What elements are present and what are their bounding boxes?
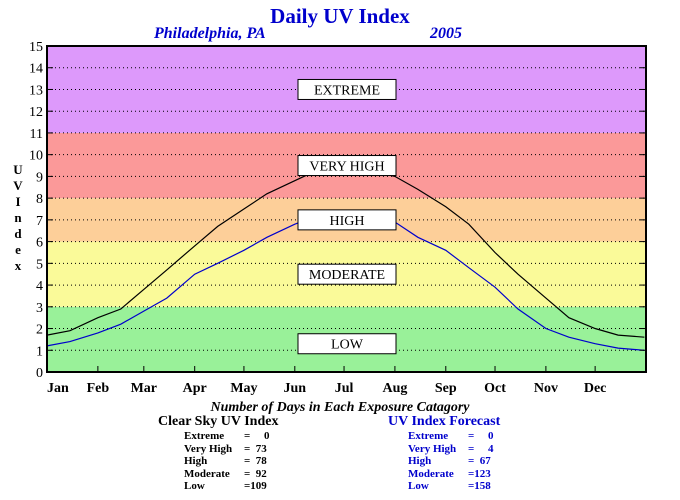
- y-axis-label-char: U: [13, 162, 23, 177]
- stat-label: Low: [408, 480, 429, 492]
- chart-year: 2005: [430, 25, 462, 42]
- x-tick-label: Oct: [484, 381, 506, 396]
- x-tick-label: Dec: [584, 381, 607, 396]
- chart-location: Philadelphia, PA: [154, 25, 266, 42]
- stat-label: Very High: [184, 442, 233, 455]
- band-label-box: [297, 263, 397, 285]
- stat-label: Extreme: [184, 430, 225, 442]
- stat-value: =158: [468, 480, 491, 492]
- y-tick-label: 13: [29, 83, 43, 98]
- band-label-high: HIGH: [330, 214, 365, 229]
- stat-label: Very High: [408, 442, 457, 455]
- y-tick-label: 6: [36, 236, 43, 251]
- y-tick-label: 11: [30, 127, 43, 142]
- stat-label: Extreme: [408, 430, 449, 442]
- y-tick-label: 1: [36, 344, 43, 359]
- band-label-moderate: MODERATE: [309, 268, 385, 283]
- y-tick-label: 4: [36, 279, 43, 294]
- band-label-box: [297, 78, 397, 100]
- y-axis-label-char: e: [15, 242, 21, 257]
- x-axis-ticks: Jan Feb Mar Apr May Jun Jul Aug Sep Oct Nov Dec: [46, 366, 607, 396]
- x-tick-label: Feb: [87, 381, 110, 396]
- stat-value: = 4: [468, 442, 494, 455]
- y-tick-label: 7: [36, 214, 43, 229]
- plot-frame: [46, 45, 647, 373]
- stat-value: = 73: [244, 442, 267, 455]
- stat-label: Moderate: [184, 467, 230, 480]
- x-tick-label: Sep: [435, 381, 457, 396]
- x-tick-label: Jul: [335, 381, 354, 396]
- y-tick-label: 2: [36, 323, 43, 338]
- summary-title: Number of Days in Each Exposure Catagory: [210, 400, 470, 415]
- band-label-box: [297, 155, 397, 177]
- y-axis-label-char: V: [13, 178, 23, 193]
- y-tick-label: 14: [29, 62, 43, 77]
- y-tick-label: 0: [36, 366, 43, 381]
- y-tick-label: 12: [29, 105, 43, 120]
- clear-sky-heading: Clear Sky UV Index: [158, 414, 279, 429]
- y-tick-label: 8: [36, 192, 43, 207]
- x-tick-label: Nov: [534, 381, 558, 396]
- band-label-extreme: EXTREME: [314, 83, 380, 98]
- y-tick-label: 3: [36, 301, 43, 316]
- band-labels: EXTREME VERY HIGH HIGH MODERATE LOW: [297, 78, 397, 355]
- x-tick-label: Mar: [131, 381, 157, 396]
- x-tick-label: May: [230, 381, 257, 396]
- stat-value: =109: [244, 480, 267, 492]
- stat-value: = 0: [244, 430, 270, 442]
- stat-value: = 92: [244, 467, 267, 480]
- y-axis-label-char: d: [14, 226, 22, 241]
- stat-label: High: [184, 455, 208, 467]
- x-tick-label: Jan: [47, 381, 69, 396]
- stat-value: =123: [468, 467, 491, 480]
- y-axis-label-char: x: [14, 258, 22, 273]
- x-tick-label: Apr: [183, 381, 207, 396]
- y-tick-label: 15: [29, 40, 43, 55]
- y-axis-label-char: I: [15, 194, 21, 209]
- y-axis-label-char: n: [14, 210, 22, 225]
- x-tick-label: Jun: [284, 381, 307, 396]
- stat-label: Moderate: [408, 467, 454, 480]
- x-tick-label: Aug: [382, 381, 407, 396]
- band-label-box: [297, 333, 397, 355]
- band-label-low: LOW: [331, 338, 364, 353]
- chart-title: Daily UV Index: [270, 4, 410, 28]
- y-tick-label: 5: [36, 257, 43, 272]
- stat-label: Low: [184, 480, 205, 492]
- y-tick-label: 10: [29, 149, 43, 164]
- stat-value: = 0: [468, 430, 494, 442]
- band-label-box: [297, 209, 397, 231]
- y-tick-label: 9: [36, 170, 43, 185]
- stat-label: High: [408, 455, 432, 467]
- forecast-heading: UV Index Forecast: [388, 414, 501, 429]
- stat-value: = 78: [244, 455, 267, 467]
- stat-value: = 67: [468, 455, 491, 467]
- band-label-very-high: VERY HIGH: [309, 160, 384, 175]
